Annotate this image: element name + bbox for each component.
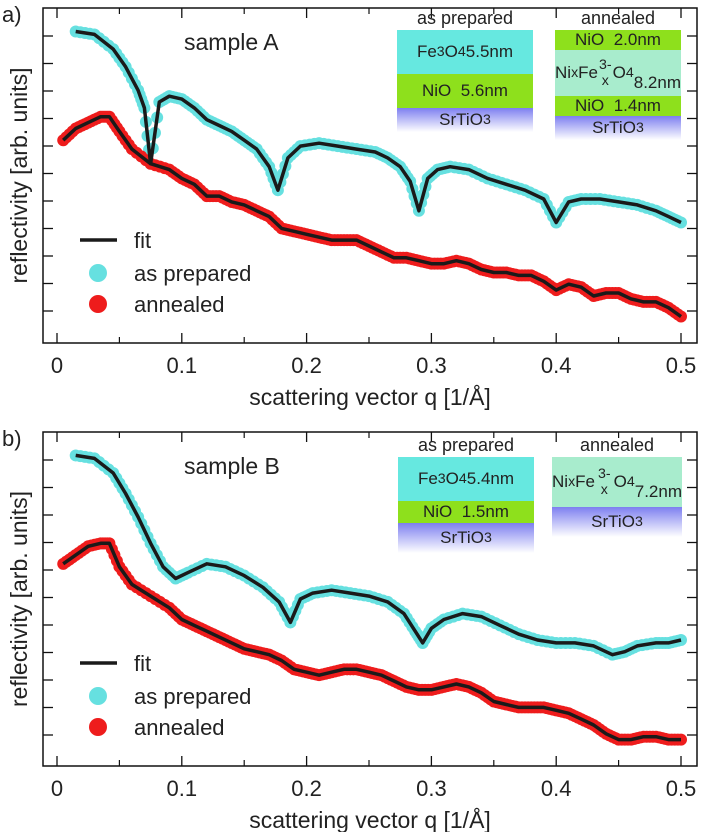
inset-layer xyxy=(397,30,533,74)
inset-layer xyxy=(552,457,682,507)
panel-label: a) xyxy=(2,2,22,27)
inset-layer-label: Fe 3 O 4 5.5nm xyxy=(416,42,514,62)
inset-layer-label: Ni x Fe 3-x O 4 8.2nm xyxy=(555,56,681,92)
legend-as-prepared-label: as prepared xyxy=(134,261,251,286)
x-tick-label: 0.4 xyxy=(541,353,572,378)
inset-layer-label-box: Fe 3 O 4 5.4nm xyxy=(417,469,515,489)
inset-layer xyxy=(555,96,681,116)
inset-layer-label: SrTiO 3 xyxy=(592,118,644,138)
inset-heading: annealed xyxy=(580,435,654,455)
inset-layer xyxy=(397,108,533,132)
inset-layer-label: Fe 3 O 4 5.4nm xyxy=(417,469,515,489)
inset-layer-label: SrTiO 3 xyxy=(591,512,643,532)
inset-layer xyxy=(555,116,681,140)
x-tick-label: 0.2 xyxy=(291,353,322,378)
legend-as-prepared-label: as prepared xyxy=(134,684,251,709)
inset-layer-label-box: NiO 5.6nm xyxy=(422,81,508,101)
inset-heading: annealed xyxy=(581,8,655,28)
inset-layer xyxy=(398,501,534,523)
inset-layer-label: NiO 5.6nm xyxy=(422,81,508,101)
inset-layer-label-box: NiO 2.0nm xyxy=(575,30,661,50)
inset-layer-label: SrTiO 3 xyxy=(439,110,491,130)
x-axis-label: scattering vector q [1/Å] xyxy=(249,383,491,410)
inset-layer xyxy=(397,74,533,108)
inset-layer-label: NiO 1.5nm xyxy=(423,502,509,522)
legend-annealed-label: annealed xyxy=(134,715,225,740)
x-tick-label: 0 xyxy=(51,353,63,378)
x-tick-label: 0 xyxy=(51,776,63,801)
fit-line-as-prepared xyxy=(75,29,682,225)
inset-layer-label-box: SrTiO 3 xyxy=(439,110,491,130)
inset-layer-label-box: SrTiO 3 xyxy=(591,512,643,532)
inset-layer-label-box: Ni x Fe 3-x O 48.2nm xyxy=(555,56,681,92)
legend-as-prepared-marker xyxy=(89,264,107,282)
x-tick-label: 0.1 xyxy=(167,353,198,378)
inset-layer-label: SrTiO 3 xyxy=(440,528,492,548)
fit-line-annealed xyxy=(62,541,681,742)
y-axis-label: reflectivity [arb. units] xyxy=(6,67,32,283)
inset-layer xyxy=(398,457,534,501)
x-tick-label: 0.3 xyxy=(416,353,447,378)
plot-frame-b xyxy=(42,431,698,767)
sample-title: sample B xyxy=(184,453,280,479)
inset-layer xyxy=(398,523,534,553)
x-tick-label: 0.3 xyxy=(416,776,447,801)
x-tick-label: 0.4 xyxy=(541,776,572,801)
legend-fit-label: fit xyxy=(134,651,151,676)
sample-title: sample A xyxy=(184,29,279,55)
inset-layer-label: NiO 2.0nm xyxy=(575,30,661,50)
x-axis-label: scattering vector q [1/Å] xyxy=(249,806,491,832)
inset-layer-label-box: SrTiO 3 xyxy=(440,528,492,548)
x-tick-label: 0.1 xyxy=(167,776,198,801)
inset-layer-label: NiO 1.4nm xyxy=(575,96,661,116)
panel-label: b) xyxy=(2,426,22,451)
x-tick-label: 0.5 xyxy=(666,776,697,801)
inset-layer-label-box: NiO 1.5nm xyxy=(423,502,509,522)
inset-layer-label-box: Ni x Fe 3-x O 47.2nm xyxy=(552,465,682,501)
inset-layer xyxy=(555,30,681,50)
inset-layer-label-box: NiO 1.4nm xyxy=(575,96,661,116)
fit-line-as-prepared xyxy=(75,453,682,657)
legend-annealed-marker xyxy=(89,295,107,313)
fit-line-annealed xyxy=(62,114,683,319)
x-tick-label: 0.5 xyxy=(666,353,697,378)
data-point-as-prepared xyxy=(675,216,687,229)
inset-heading: as prepared xyxy=(417,8,513,28)
legend-as-prepared-marker xyxy=(89,687,107,705)
inset-layer xyxy=(552,507,682,537)
inset-heading: as prepared xyxy=(418,435,514,455)
inset-layer-label-box: SrTiO 3 xyxy=(592,118,644,138)
legend-fit-label: fit xyxy=(134,228,151,253)
inset-layer xyxy=(555,50,681,96)
plot-frame-a xyxy=(42,7,698,344)
y-axis-label: reflectivity [arb. units] xyxy=(6,491,32,707)
inset-layer-label: Ni x Fe 3-x O 4 7.2nm xyxy=(552,465,682,501)
inset-layer-label-box: Fe 3 O 4 5.5nm xyxy=(416,42,514,62)
legend-annealed-marker xyxy=(89,718,107,736)
legend-annealed-label: annealed xyxy=(134,292,225,317)
x-tick-label: 0.2 xyxy=(291,776,322,801)
